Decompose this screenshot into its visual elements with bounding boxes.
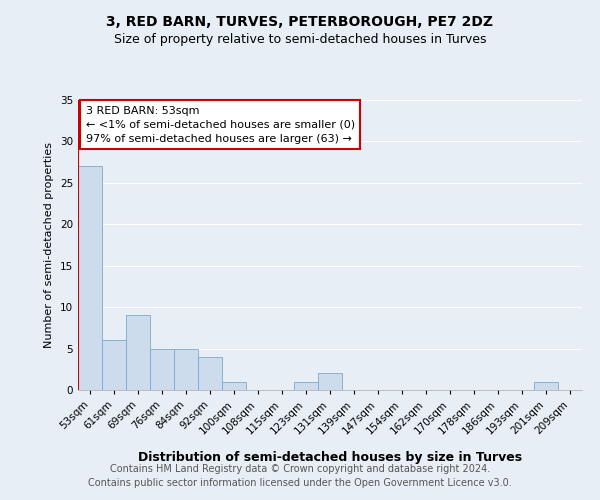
Text: 3, RED BARN, TURVES, PETERBOROUGH, PE7 2DZ: 3, RED BARN, TURVES, PETERBOROUGH, PE7 2… (107, 15, 493, 29)
Bar (198, 357, 222, 390)
Y-axis label: Number of semi-detached properties: Number of semi-detached properties (44, 142, 55, 348)
Bar (78, 166, 102, 390)
Bar (126, 316, 150, 390)
Text: Size of property relative to semi-detached houses in Turves: Size of property relative to semi-detach… (114, 32, 486, 46)
Text: Contains HM Land Registry data © Crown copyright and database right 2024.
Contai: Contains HM Land Registry data © Crown c… (88, 464, 512, 487)
Bar (150, 348, 174, 390)
Bar (102, 340, 126, 390)
Bar (534, 382, 558, 390)
Bar (222, 382, 246, 390)
Bar (294, 382, 318, 390)
Bar (318, 374, 342, 390)
Text: Distribution of semi-detached houses by size in Turves: Distribution of semi-detached houses by … (138, 451, 522, 464)
Bar (174, 348, 198, 390)
Text: 3 RED BARN: 53sqm
← <1% of semi-detached houses are smaller (0)
97% of semi-deta: 3 RED BARN: 53sqm ← <1% of semi-detached… (86, 106, 355, 144)
